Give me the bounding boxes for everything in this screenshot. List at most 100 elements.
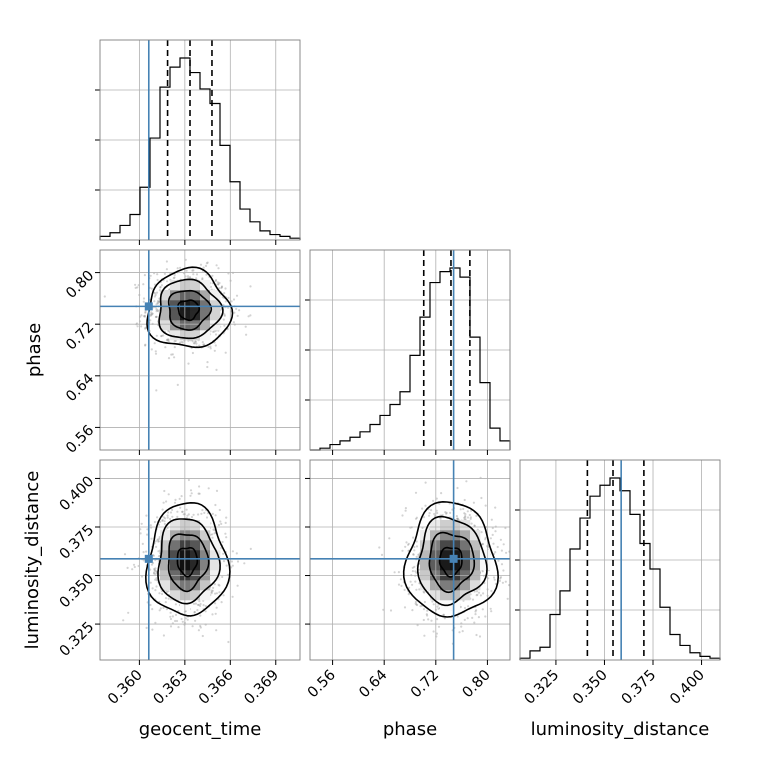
- sample-point: [475, 609, 478, 612]
- sample-point: [165, 260, 168, 263]
- sample-point: [166, 526, 169, 530]
- sample-point: [475, 594, 478, 597]
- sample-point: [155, 315, 158, 318]
- sample-point: [222, 303, 225, 307]
- density-cell: [210, 540, 221, 551]
- sample-point: [463, 606, 467, 610]
- sample-point: [144, 326, 147, 329]
- sample-point: [155, 585, 158, 588]
- sample-point: [468, 513, 471, 517]
- sample-point: [414, 570, 417, 573]
- density-cell: [440, 560, 451, 571]
- sample-point: [502, 543, 505, 546]
- sample-point: [184, 610, 187, 613]
- density-cell: [430, 580, 441, 591]
- density-cell: [200, 590, 211, 601]
- contour-line: [438, 546, 463, 578]
- x-axis-label-luminosity-distance: luminosity_distance: [531, 719, 710, 740]
- sample-point: [431, 600, 434, 603]
- sample-point: [139, 532, 142, 535]
- sample-point: [157, 540, 160, 543]
- sample-point: [217, 523, 221, 527]
- density-cell: [210, 300, 221, 311]
- sample-point: [415, 571, 418, 574]
- sample-point: [449, 511, 452, 514]
- sample-point: [165, 608, 168, 611]
- sample-point: [422, 618, 425, 622]
- sample-point: [194, 340, 197, 343]
- sample-point: [473, 524, 476, 527]
- sample-point: [167, 340, 170, 343]
- density-cell: [420, 540, 431, 551]
- sample-point: [182, 513, 185, 516]
- sample-point: [158, 300, 161, 303]
- sample-point: [413, 565, 416, 569]
- density-cell: [210, 310, 221, 321]
- density-cell: [460, 540, 471, 551]
- sample-point: [145, 550, 148, 553]
- sample-point: [231, 564, 234, 567]
- sample-point: [149, 319, 152, 322]
- contour-line: [158, 278, 224, 340]
- sample-point: [232, 321, 235, 324]
- y-tick-label-luminosity_distance: 0.350: [57, 571, 98, 612]
- sample-point: [224, 351, 227, 354]
- sample-point: [490, 518, 493, 521]
- sample-point: [169, 617, 173, 621]
- sample-point: [225, 564, 228, 567]
- sample-point: [423, 591, 426, 594]
- sample-point: [416, 624, 419, 627]
- sample-point: [463, 498, 466, 502]
- sample-point: [144, 344, 147, 347]
- density-cell: [200, 530, 211, 541]
- density-cell: [440, 590, 451, 601]
- sample-point: [163, 489, 166, 493]
- sample-point: [212, 330, 215, 333]
- sample-point: [204, 610, 207, 613]
- grid-layer: [100, 40, 720, 660]
- sample-point: [469, 516, 472, 519]
- sample-point: [437, 625, 441, 628]
- sample-point: [433, 512, 436, 516]
- sample-point: [173, 346, 176, 349]
- sample-point: [424, 481, 427, 484]
- sample-point: [186, 618, 189, 621]
- contour-line: [402, 500, 500, 618]
- sample-point: [150, 537, 153, 540]
- density-cell: [420, 550, 431, 561]
- sample-point: [201, 634, 204, 638]
- density-cell: [470, 560, 481, 571]
- density-cell: [450, 520, 461, 531]
- panel-frame-phase-luminosity_distance: [309, 459, 511, 661]
- sample-point: [378, 546, 381, 549]
- sample-point: [173, 276, 176, 279]
- y-tick-label-phase: 0.80: [63, 268, 97, 302]
- sample-point: [151, 608, 154, 611]
- sample-point: [464, 516, 467, 519]
- sample-point: [423, 634, 426, 637]
- density-cell: [160, 530, 171, 541]
- x-axis-label-geocent-time: geocent_time: [139, 719, 262, 740]
- sample-point: [151, 587, 154, 590]
- sample-point: [476, 593, 479, 596]
- sample-point: [189, 489, 193, 492]
- sample-point: [133, 565, 136, 569]
- sample-point: [159, 607, 162, 610]
- sample-point: [247, 315, 250, 318]
- sample-point: [187, 478, 190, 482]
- sample-point: [484, 504, 487, 507]
- sample-point: [462, 507, 465, 511]
- sample-point: [414, 491, 418, 494]
- sample-point: [167, 590, 170, 593]
- sample-point: [171, 615, 174, 618]
- sample-point: [474, 613, 477, 616]
- sample-point: [210, 591, 213, 594]
- sample-point: [422, 516, 426, 519]
- sample-point: [245, 333, 248, 336]
- sample-point: [206, 361, 209, 364]
- density-cell: [190, 520, 201, 531]
- density-cell: [200, 550, 211, 561]
- y-tick-label-luminosity_distance: 0.375: [57, 522, 98, 563]
- sample-point: [230, 560, 233, 563]
- sample-point: [190, 492, 193, 495]
